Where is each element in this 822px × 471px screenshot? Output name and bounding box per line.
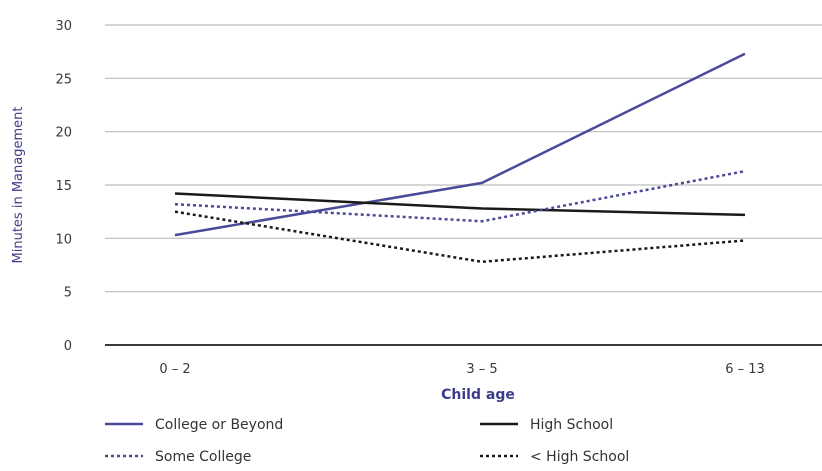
series-lines — [174, 52, 746, 264]
legend-label-college-or-beyond: College or Beyond — [155, 417, 283, 433]
x-tick-label: 0 – 2 — [159, 362, 190, 377]
x-tick-label: 6 – 13 — [725, 362, 765, 377]
y-tick-label: 10 — [55, 232, 72, 247]
series-line-high-school — [174, 210, 746, 264]
legend: College or Beyond High School Some College… — [105, 417, 629, 465]
y-tick-label: 0 — [64, 339, 72, 354]
legend-label-high-school: High School — [530, 417, 613, 433]
y-tick-label: 20 — [55, 126, 72, 141]
y-tick-label: 5 — [64, 286, 72, 301]
y-axis-ticks: 0 5 10 15 20 25 30 — [55, 19, 72, 354]
series-line-college-or-beyond — [174, 52, 746, 237]
y-tick-label: 15 — [55, 179, 72, 194]
series-line-some-college — [174, 169, 746, 223]
series-line-high-school — [174, 192, 746, 217]
y-axis-label: Minutes in Management — [11, 107, 26, 264]
y-tick-label: 30 — [55, 19, 72, 34]
y-tick-label: 25 — [55, 72, 72, 87]
x-tick-label: 3 – 5 — [466, 362, 497, 377]
grid-lines — [105, 24, 822, 346]
legend-label-some-college: Some College — [155, 449, 251, 465]
legend-label-high-school: < High School — [530, 449, 629, 465]
x-axis-ticks: 0 – 2 3 – 5 6 – 13 — [159, 362, 764, 377]
x-axis-label: Child age — [441, 387, 515, 403]
